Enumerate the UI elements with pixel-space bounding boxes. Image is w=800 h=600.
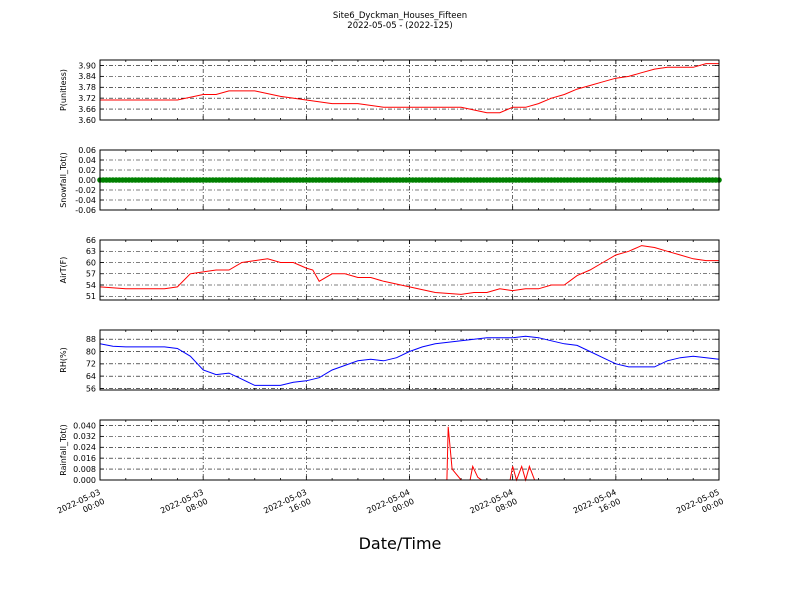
y-tick-label: 54 <box>86 281 96 290</box>
x-tick-label: 2022-05-0316:00 <box>262 488 312 525</box>
y-tick-label: 0.040 <box>73 421 96 430</box>
y-axis-label: RH(%) <box>59 347 68 372</box>
plot-frame <box>99 59 720 121</box>
y-tick-label: 56 <box>86 384 96 393</box>
y-axis-label: Rainfall_Tot() <box>59 424 68 476</box>
y-tick-label: 60 <box>86 258 96 267</box>
y-tick-label: 80 <box>86 347 96 356</box>
y-tick-label: 57 <box>86 270 96 279</box>
x-tick-label: 2022-05-0408:00 <box>469 488 519 525</box>
plot-frame <box>99 329 720 391</box>
y-tick-label: 3.90 <box>78 61 96 70</box>
y-tick-label: 3.72 <box>78 94 96 103</box>
figure-subtitle: 2022-05-05 - (2022-125) <box>347 21 453 31</box>
y-tick-label: 66 <box>86 236 96 245</box>
y-tick-label: -0.04 <box>75 196 96 205</box>
plot-frame <box>99 149 720 211</box>
y-axis-label: Snowfall_Tot() <box>59 152 68 208</box>
plot-frame <box>99 419 720 481</box>
x-axis-label: Date/Time <box>358 534 442 553</box>
y-axis-label: AirT(F) <box>59 257 68 284</box>
figure-title-block: Site6_Dyckman_Houses_Fifteen 2022-05-05 … <box>0 11 800 31</box>
y-tick-label: 0.06 <box>78 146 96 155</box>
y-tick-label: 72 <box>86 360 96 369</box>
y-tick-label: 0.02 <box>78 166 96 175</box>
series-line <box>99 335 720 386</box>
y-tick-label: 0.000 <box>73 476 96 485</box>
y-tick-label: 64 <box>86 372 96 381</box>
y-tick-label: 0.024 <box>73 443 96 452</box>
x-tick-label: 2022-05-0500:00 <box>675 488 725 525</box>
x-tick-label: 2022-05-0416:00 <box>572 488 622 525</box>
y-tick-label: -0.02 <box>75 186 96 195</box>
y-tick-label: 3.84 <box>78 72 96 81</box>
figure-title: Site6_Dyckman_Houses_Fifteen <box>332 11 468 21</box>
y-tick-label: 3.60 <box>78 116 96 125</box>
y-tick-label: 88 <box>86 335 96 344</box>
y-tick-label: 51 <box>86 292 96 301</box>
y-tick-label: 0.04 <box>78 156 96 165</box>
x-tick-label: 2022-05-0300:00 <box>56 488 106 525</box>
y-tick-label: 0.016 <box>73 454 96 463</box>
y-tick-label: 3.78 <box>78 83 96 92</box>
y-tick-label: 0.032 <box>73 432 96 441</box>
series-line <box>100 63 719 114</box>
y-tick-label: -0.06 <box>75 206 96 215</box>
y-tick-label: 0.00 <box>78 176 96 185</box>
x-tick-label: 2022-05-0308:00 <box>159 488 209 525</box>
y-tick-label: 3.66 <box>78 105 96 114</box>
y-tick-label: 0.008 <box>73 465 96 474</box>
series-line <box>99 245 719 295</box>
plot-frame <box>99 239 720 301</box>
y-axis-label: P(unitless) <box>59 69 68 111</box>
x-tick-label: 2022-05-0400:00 <box>365 488 415 525</box>
y-tick-label: 63 <box>86 247 96 256</box>
